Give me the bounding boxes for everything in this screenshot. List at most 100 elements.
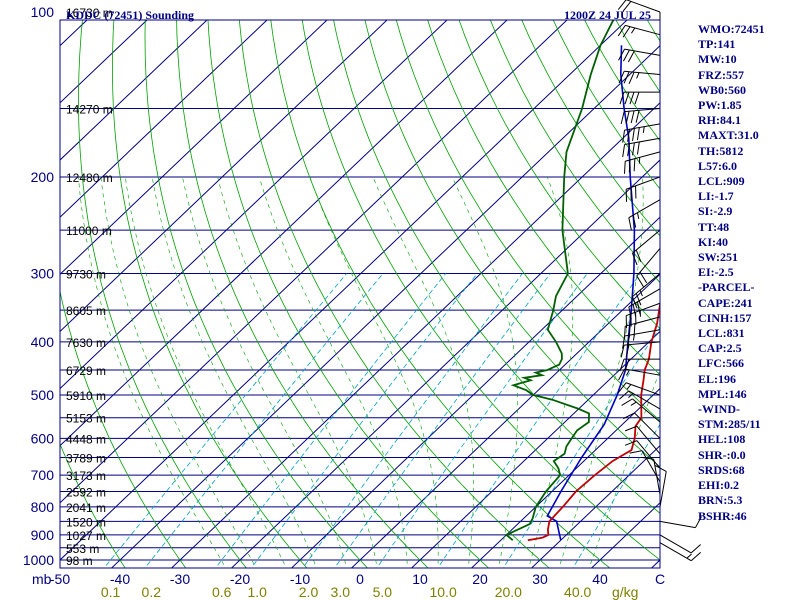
wind-barb bbox=[619, 91, 660, 105]
wind-barb-feather bbox=[690, 551, 701, 562]
temperature-tick-label: -20 bbox=[230, 571, 250, 587]
wind-barb-feather bbox=[630, 110, 635, 124]
mixing-ratio-line bbox=[144, 273, 384, 568]
wind-barb-feather bbox=[634, 91, 640, 105]
index-line: EL:196 bbox=[698, 371, 737, 386]
wind-barb-staff bbox=[659, 471, 667, 507]
height-label: 6729 m bbox=[66, 364, 106, 378]
index-line: LCL:831 bbox=[698, 326, 745, 341]
wind-barb bbox=[617, 0, 661, 13]
wind-barb-feather bbox=[627, 143, 630, 157]
wind-barb bbox=[622, 137, 661, 158]
index-line: STM:285/11 bbox=[698, 417, 761, 432]
height-label: 1520 m bbox=[66, 515, 106, 529]
wind-barb-staff bbox=[634, 412, 661, 439]
index-line: -WIND- bbox=[698, 402, 740, 417]
height-label: 2041 m bbox=[66, 501, 106, 515]
index-line: BRN:5.3 bbox=[698, 493, 743, 508]
dry-adiabat-line bbox=[301, 20, 660, 561]
height-label: 11000 m bbox=[66, 224, 112, 238]
wind-barb-feather bbox=[632, 128, 635, 141]
wind-barb bbox=[628, 199, 661, 231]
mixing-ratio-tick-label: 0.1 bbox=[101, 584, 121, 600]
wind-barb-feather bbox=[623, 49, 630, 62]
wind-barb-feather bbox=[622, 335, 626, 349]
wind-barb-feather bbox=[633, 158, 636, 172]
moist-adiabat-line bbox=[309, 176, 439, 568]
isotherm-line bbox=[60, 20, 568, 504]
index-line: HEL:108 bbox=[698, 432, 746, 447]
temperature-tick-label: -40 bbox=[110, 571, 130, 587]
wind-barb bbox=[623, 412, 661, 439]
wind-barb bbox=[622, 329, 661, 349]
wind-barb-feather bbox=[619, 390, 630, 400]
wind-barb-feather bbox=[627, 50, 635, 63]
wind-barb-half-feather bbox=[626, 369, 630, 376]
wind-barb-half-feather bbox=[686, 553, 692, 559]
height-label: 553 m bbox=[66, 542, 99, 556]
pressure-tick-label: 200 bbox=[31, 169, 55, 185]
wind-barb-feather bbox=[623, 161, 626, 174]
pressure-tick-label: 800 bbox=[31, 499, 55, 515]
wind-barb-feather bbox=[641, 456, 654, 460]
dry-adiabat-line bbox=[60, 443, 126, 568]
index-line: SHR-:0.0 bbox=[698, 447, 746, 462]
dry-adiabat-line bbox=[427, 20, 660, 376]
dry-adiabat-line bbox=[176, 20, 429, 568]
mixing-ratio-unit-label: g/kg bbox=[612, 584, 638, 600]
wind-barb-feather bbox=[632, 215, 637, 228]
wind-barb-staff bbox=[625, 24, 661, 36]
index-line: SI:-2.9 bbox=[698, 204, 733, 219]
pressure-tick-label: 500 bbox=[31, 387, 55, 403]
isotherm-line bbox=[230, 159, 660, 568]
index-line: WMO:72451 bbox=[698, 22, 765, 36]
wind-barb bbox=[625, 176, 661, 202]
mixing-ratio-tick-label: 0.2 bbox=[142, 584, 162, 600]
wind-barb-staff bbox=[624, 341, 661, 346]
isotherm-line bbox=[170, 102, 660, 568]
temperature-trace bbox=[527, 300, 660, 542]
wind-barb-feather bbox=[621, 398, 633, 406]
isotherm-line bbox=[60, 20, 448, 390]
wind-barb bbox=[659, 542, 701, 562]
dewpoint-trace bbox=[504, 20, 615, 541]
wind-barb-staff bbox=[636, 248, 661, 277]
wind-barb bbox=[631, 273, 661, 309]
wind-barb-feather bbox=[636, 127, 640, 141]
height-label: 5910 m bbox=[66, 389, 106, 403]
wind-barb-feather bbox=[619, 358, 625, 372]
wind-barb-feather bbox=[654, 464, 667, 472]
wind-barb-feather bbox=[622, 1, 632, 12]
wind-barb-staff bbox=[628, 199, 661, 219]
index-line: TP:141 bbox=[698, 37, 736, 52]
wind-barb-feather bbox=[631, 253, 638, 266]
dry-adiabat-line bbox=[395, 20, 660, 422]
mixing-ratio-tick-label: 20.0 bbox=[495, 584, 522, 600]
wind-barb-feather bbox=[636, 275, 644, 288]
isotherm-line bbox=[60, 20, 388, 333]
temperature-tick-label: 10 bbox=[412, 571, 428, 587]
wind-barb-feather bbox=[628, 217, 632, 231]
index-line: L57:6.0 bbox=[698, 158, 737, 173]
wind-barb-staff bbox=[624, 137, 661, 146]
index-line: KI:40 bbox=[698, 234, 728, 249]
isotherm-line bbox=[60, 20, 628, 561]
wind-barb bbox=[619, 390, 661, 410]
moist-adiabat-line bbox=[151, 176, 317, 568]
mixing-ratio-line bbox=[502, 326, 660, 568]
index-line: CAP:2.5 bbox=[698, 341, 742, 356]
wind-barb-staff bbox=[624, 107, 661, 113]
wind-barb-staff bbox=[632, 229, 661, 254]
index-line: CINH:157 bbox=[698, 310, 752, 325]
height-label: 12480 m bbox=[66, 171, 113, 185]
wind-barb bbox=[624, 440, 661, 469]
mixing-ratio-line bbox=[376, 273, 588, 568]
indices-panel: WMO:72451 TP:141 MW:10 FRZ:557 WB0:560 PW:1.8… bbox=[698, 22, 798, 524]
index-line: TT:48 bbox=[698, 219, 730, 234]
wind-barb-feather bbox=[622, 26, 631, 38]
mixing-ratio-tick-label: 1.0 bbox=[247, 584, 267, 600]
wind-barb-staff bbox=[624, 123, 661, 131]
moist-adiabat-line bbox=[125, 176, 287, 568]
wind-barb bbox=[620, 107, 661, 125]
mixing-ratio-line bbox=[334, 273, 551, 568]
